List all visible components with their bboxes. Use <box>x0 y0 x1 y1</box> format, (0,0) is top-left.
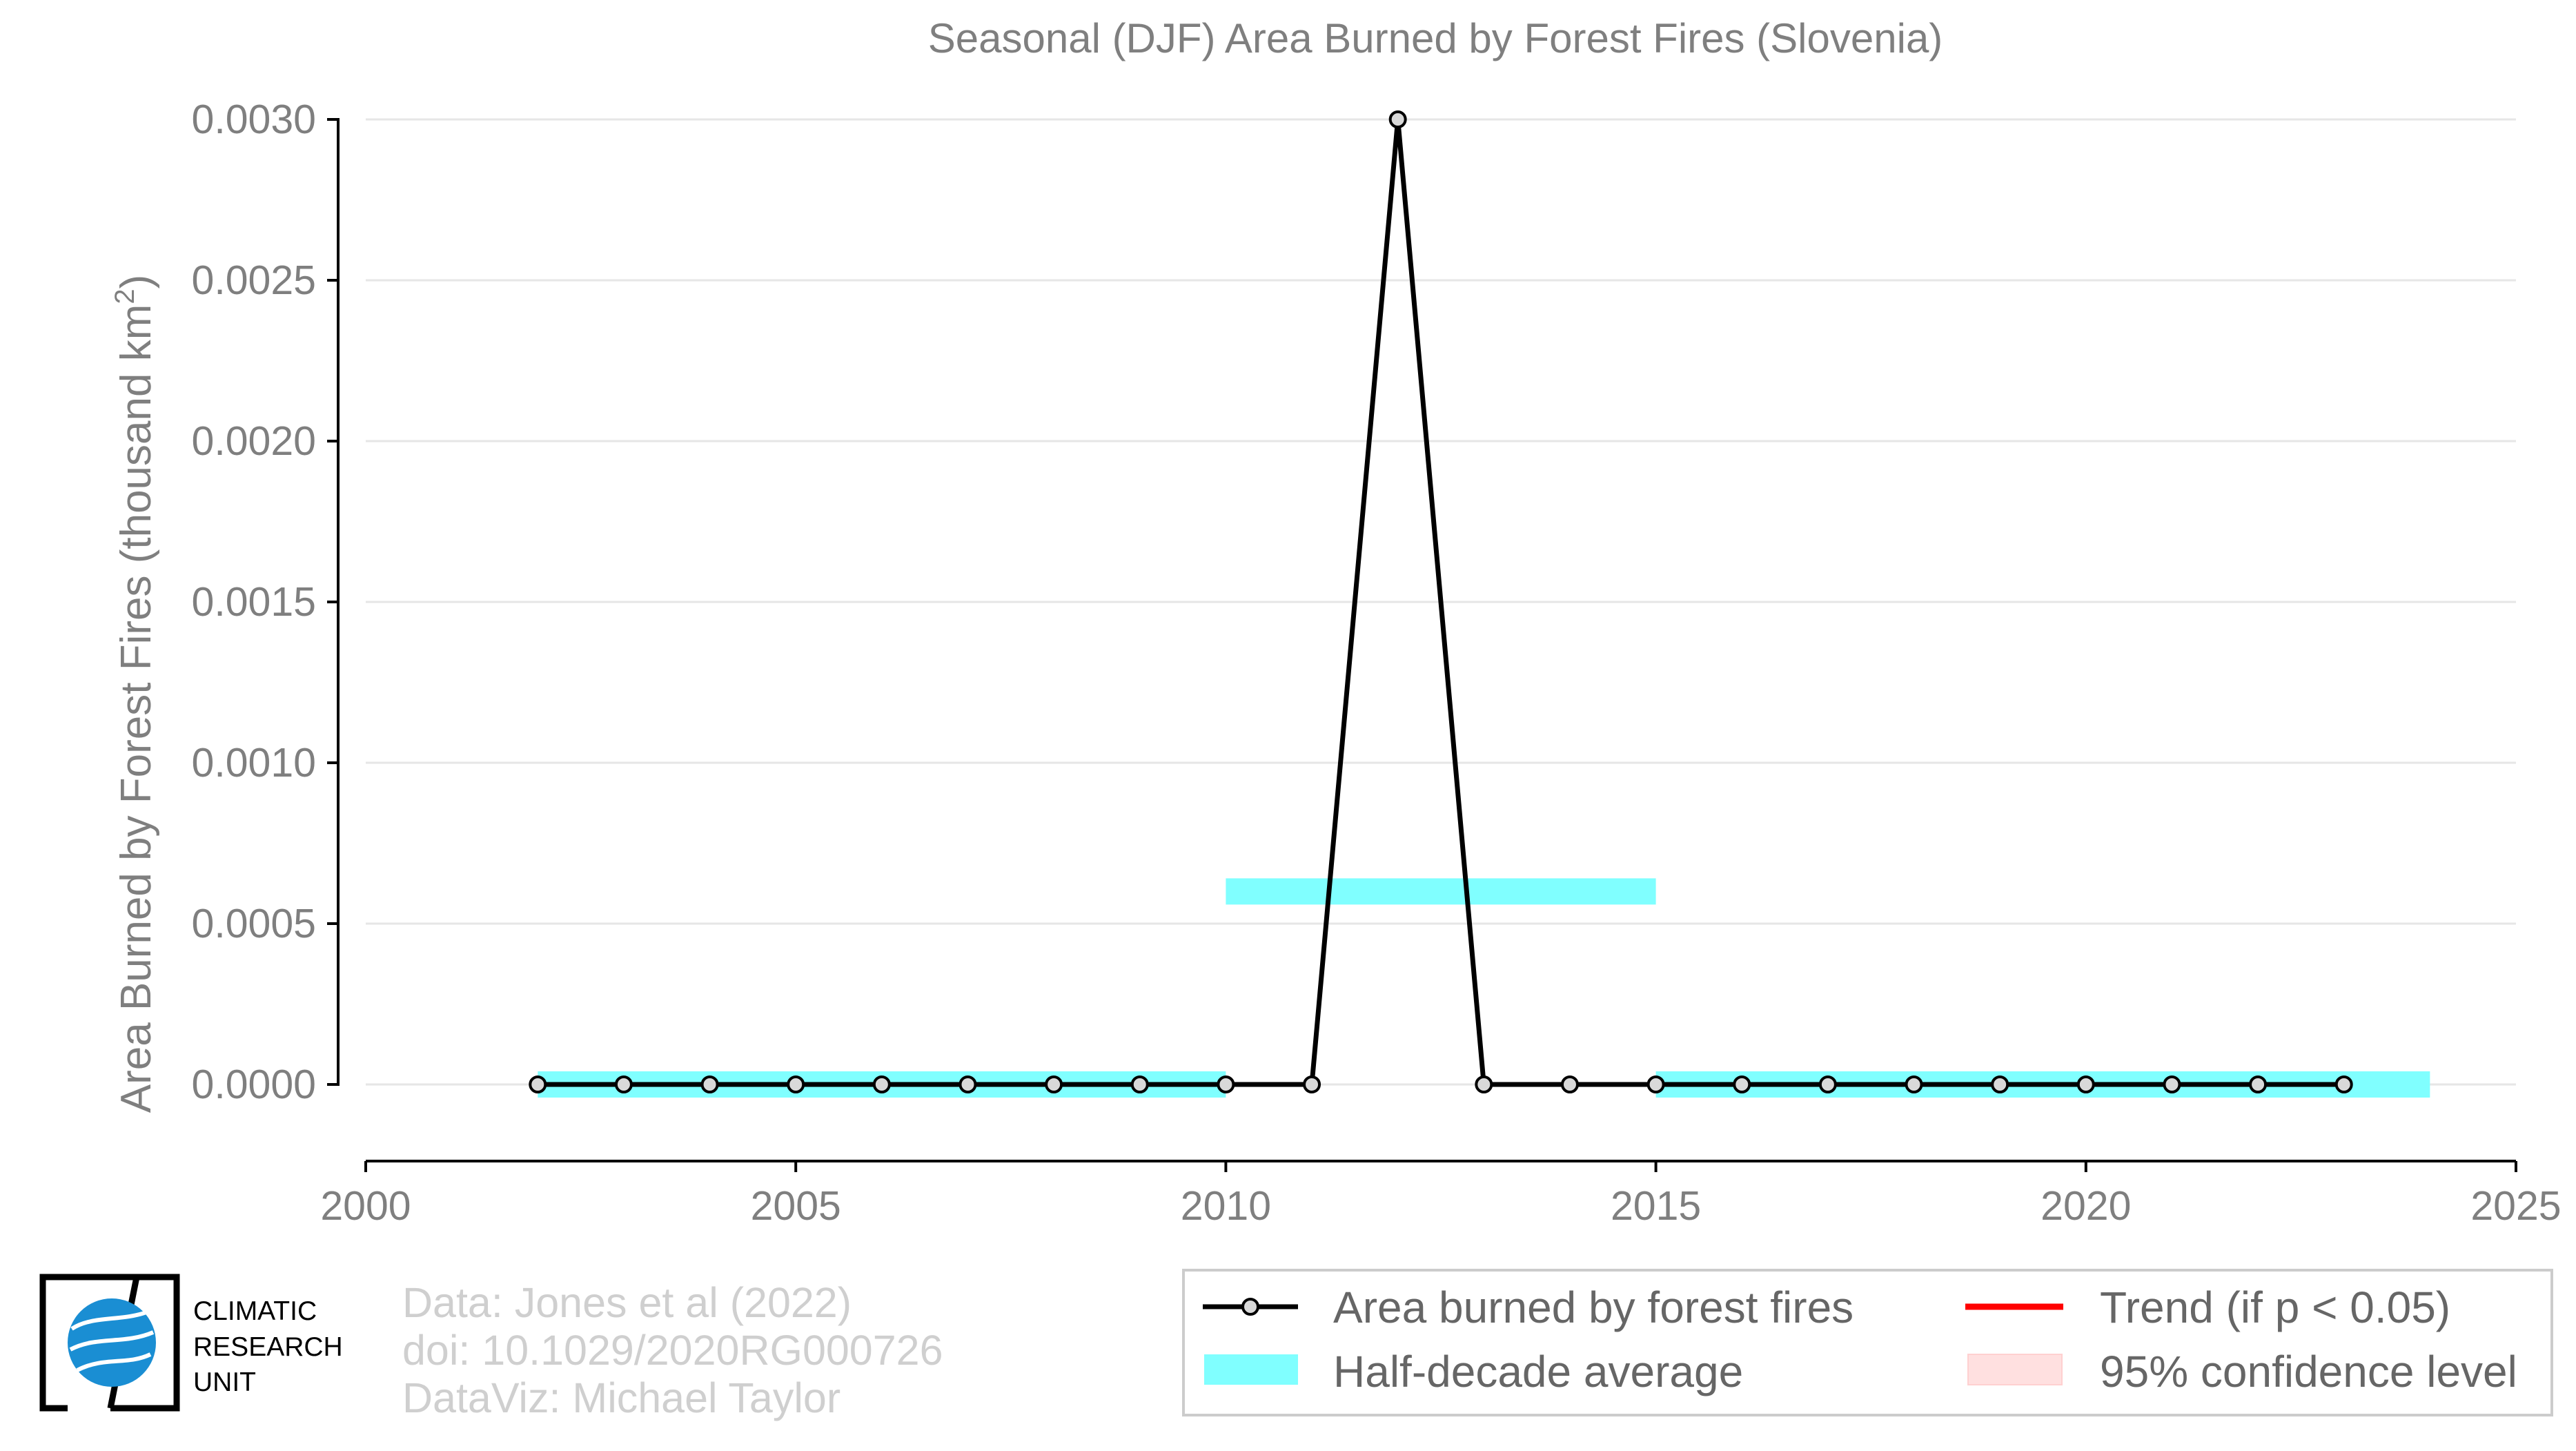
data-point <box>1130 1075 1149 1093</box>
logo-line-1: CLIMATIC <box>193 1296 317 1326</box>
legend-symbol-half-decade <box>1204 1354 1298 1385</box>
data-point <box>1991 1075 2009 1093</box>
y-tick-label: 0.0005 <box>192 901 316 946</box>
logo-line-2: RESEARCH <box>193 1332 343 1362</box>
y-tick-label: 0.0000 <box>192 1062 316 1107</box>
legend-label-trend: Trend (if p < 0.05) <box>2100 1283 2450 1332</box>
data-point <box>1475 1075 1493 1093</box>
data-point <box>1905 1075 1923 1093</box>
legend-symbol-confidence <box>1967 1354 2063 1385</box>
data-point <box>787 1075 805 1093</box>
x-tick-label: 2025 <box>2470 1183 2561 1229</box>
x-tick-label: 2010 <box>1181 1183 1271 1229</box>
data-point <box>872 1075 891 1093</box>
data-point <box>529 1075 547 1093</box>
globe-swirl <box>69 1309 155 1372</box>
grid <box>366 118 2516 1086</box>
legend-box <box>1182 1269 2553 1416</box>
data-point <box>2076 1075 2095 1093</box>
data-point <box>1303 1075 1321 1093</box>
data-point <box>2249 1075 2268 1093</box>
data-point <box>1045 1075 1063 1093</box>
series-area-burned <box>529 110 2353 1093</box>
data-point <box>614 1075 633 1093</box>
x-tick-label: 2015 <box>1611 1183 1701 1229</box>
half-decade-band <box>1226 878 1656 905</box>
y-tick-label: 0.0015 <box>192 579 316 625</box>
chart-title: Seasonal (DJF) Area Burned by Forest Fir… <box>928 15 1943 61</box>
x-tick-label: 2005 <box>751 1183 841 1229</box>
legend-label-half-decade: Half-decade average <box>1333 1347 1743 1396</box>
y-axis: 0.0000 0.0005 0.0010 0.0015 0.0020 0.0025 0.00… <box>192 97 340 1107</box>
cru-logo: CLIMATIC RESEARCH UNIT <box>39 1274 343 1412</box>
data-point <box>1733 1075 1751 1093</box>
y-tick-label: 0.0030 <box>192 97 316 142</box>
data-point <box>2163 1075 2181 1093</box>
data-point <box>1217 1075 1235 1093</box>
data-point <box>1646 1075 1665 1093</box>
y-axis-label: Area Burned by Forest Fires (thousand km… <box>110 275 160 1113</box>
y-tick-label: 0.0020 <box>192 418 316 464</box>
credits: Data: Jones et al (2022) doi: 10.1029/20… <box>402 1279 943 1421</box>
legend-symbol-marker <box>1241 1298 1259 1316</box>
logo-bracket-right <box>110 1274 180 1412</box>
credit-doi: doi: 10.1029/2020RG000726 <box>402 1327 943 1374</box>
legend: Area burned by forest fires Trend (if p … <box>1182 1269 2553 1416</box>
data-point <box>700 1075 719 1093</box>
logo-bracket-left <box>39 1274 153 1412</box>
data-point <box>1818 1075 1837 1093</box>
data-point <box>2334 1075 2353 1093</box>
logo-line-3: UNIT <box>193 1367 256 1397</box>
data-point <box>1388 110 1407 128</box>
y-tick-label: 0.0025 <box>192 257 316 303</box>
x-axis: 2000 2005 2010 2015 2020 2025 <box>320 1160 2562 1229</box>
legend-label-series: Area burned by forest fires <box>1333 1283 1854 1332</box>
data-point <box>1560 1075 1579 1093</box>
credit-dataviz: DataViz: Michael Taylor <box>402 1374 840 1421</box>
credit-data: Data: Jones et al (2022) <box>402 1279 852 1326</box>
series-line-path <box>538 119 2344 1087</box>
y-tick-label: 0.0010 <box>192 740 316 786</box>
legend-label-confidence: 95% confidence level <box>2100 1347 2517 1396</box>
data-point <box>958 1075 977 1093</box>
x-tick-label: 2000 <box>320 1183 411 1229</box>
x-tick-label: 2020 <box>2041 1183 2131 1229</box>
